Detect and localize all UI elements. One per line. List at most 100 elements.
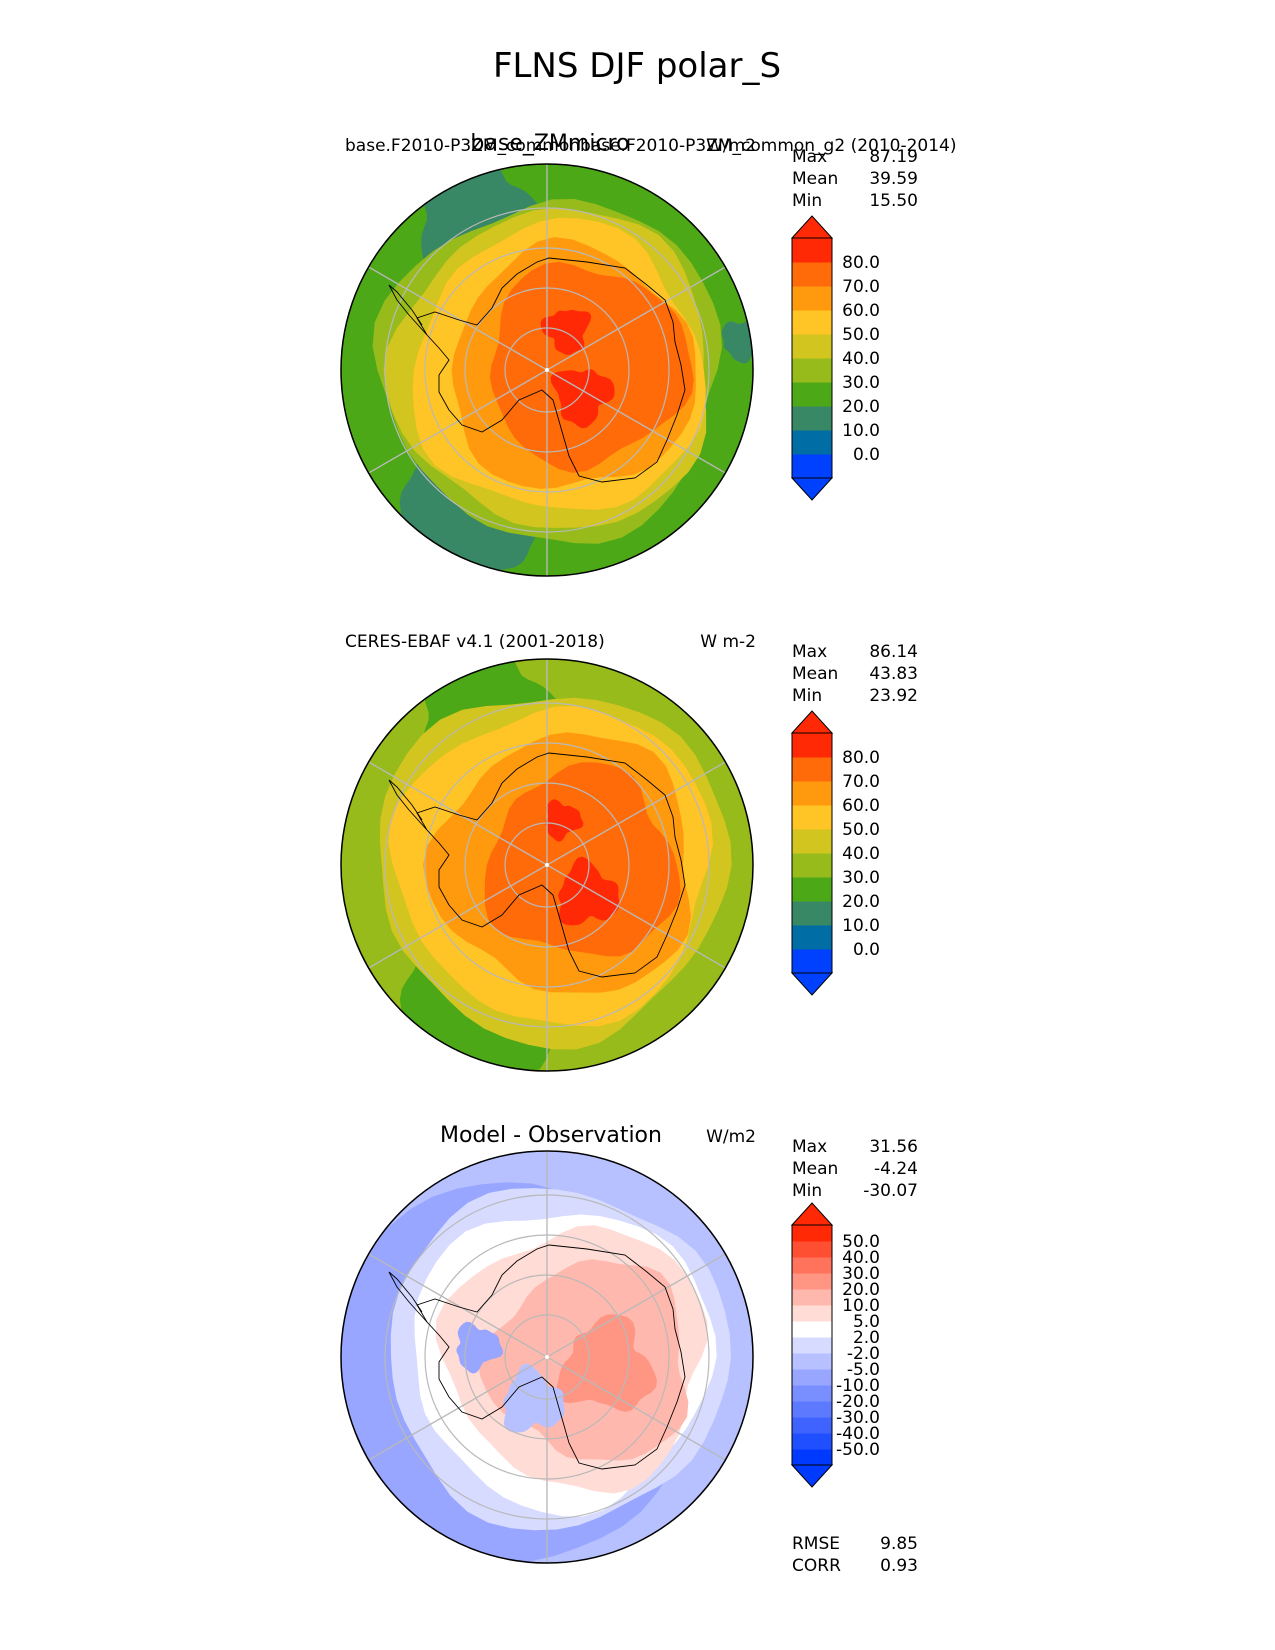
panel-difference-colorbar-swatch-1 [792, 1433, 832, 1450]
panel-difference-contour-6 [556, 1314, 657, 1412]
panel-difference-coastline [416, 1244, 686, 1470]
panel-reference-map [340, 658, 754, 1072]
panel-test: base_ZMmicro base.F2010-P3ZM_commonbase.… [340, 131, 957, 577]
panel-difference-colorbar-swatch-7 [792, 1337, 832, 1354]
panel-reference-left-label: CERES-EBAF v4.1 (2001-2018) [345, 632, 605, 652]
panel-difference-colorbar-extend-min [790, 1464, 834, 1488]
panel-difference-colorbar-swatch-14 [792, 1225, 832, 1242]
panel-test-colorbar-swatch-3 [792, 382, 832, 407]
panel-difference-colorbar-tick-label-1: 40.0 [842, 1248, 880, 1268]
panel-difference-min-value: -30.07 [863, 1181, 918, 1201]
panel-test-colorbar-extend-min [790, 477, 834, 501]
panel-difference-max-value: 31.56 [869, 1137, 918, 1157]
panel-test-field [341, 164, 753, 576]
panel-difference-peninsula-coastline [388, 1271, 428, 1323]
panel-test-meridian-opp-5 [546, 369, 726, 474]
panel-difference-colorbar-tick-label-9: -10.0 [836, 1376, 880, 1396]
panel-difference-colorbar-frame [791, 1224, 833, 1466]
panel-reference-mean-value: 43.83 [869, 664, 918, 684]
panel-difference-colorbar-tick-label-0: 50.0 [842, 1232, 880, 1252]
panel-difference-colorbar-tick-label-10: -20.0 [836, 1392, 880, 1412]
panel-test-colorbar-tick-label-5: 30.0 [842, 373, 880, 393]
panel-test-meridian-opp-4 [546, 266, 726, 371]
panel-difference-corr-value: 0.93 [880, 1556, 918, 1576]
panel-difference-meridian-opp-5 [546, 1356, 726, 1461]
panel-difference-colorbar-tick-label-2: 30.0 [842, 1264, 880, 1284]
panel-reference-peninsula-coastline [388, 779, 428, 831]
panel-test-colorbar-extend-max [790, 215, 834, 239]
panel-difference-colorbar-tick-label-6: 2.0 [853, 1328, 880, 1348]
panel-difference-colorbar-swatch-9 [792, 1305, 832, 1322]
panel-test-colorbar-swatch-2 [792, 406, 832, 431]
panel-test-colorbar-swatch-8 [792, 262, 832, 287]
panel-reference-colorbar-swatch-4 [792, 853, 832, 878]
panel-reference-colorbar-swatch-0 [792, 949, 832, 974]
panel-reference-max-value: 86.14 [869, 642, 918, 662]
figure-title: FLNS DJF polar_S [493, 46, 781, 86]
panel-difference-colorbar-tick-label-13: -50.0 [836, 1440, 880, 1460]
panel-reference-colorbar-tick-label-6: 20.0 [842, 892, 880, 912]
panel-test-colorbar-tick-label-8: 0.0 [853, 445, 880, 465]
panel-reference-min-value: 23.92 [869, 686, 918, 706]
panel-test-colorbar-swatch-6 [792, 310, 832, 335]
panel-difference-rmse-label: RMSE [792, 1534, 840, 1554]
panel-difference-rmse-value: 9.85 [880, 1534, 918, 1554]
panel-reference-mean-label: Mean [792, 664, 838, 684]
panel-test-colorbar-tick-label-6: 20.0 [842, 397, 880, 417]
panel-reference-colorbar-swatch-7 [792, 781, 832, 806]
panel-difference-colorbar: 50.040.030.020.010.05.02.0-2.0-5.0-10.0-… [790, 1202, 880, 1488]
panel-test-peninsula-coastline [388, 284, 428, 336]
panel-reference-colorbar-tick-label-2: 60.0 [842, 796, 880, 816]
panel-reference-map-boundary [340, 658, 754, 1072]
panel-test-colorbar-tick-label-7: 10.0 [842, 421, 880, 441]
panel-difference-corr-label: CORR [792, 1556, 841, 1576]
panel-reference-colorbar-tick-label-5: 30.0 [842, 868, 880, 888]
panel-difference-max-label: Max [792, 1137, 827, 1157]
panel-test-colorbar-swatch-4 [792, 358, 832, 383]
panel-difference-meridian-4 [368, 1356, 548, 1461]
panel-reference-colorbar-swatch-2 [792, 901, 832, 926]
panel-difference-colorbar-swatch-2 [792, 1417, 832, 1434]
panel-test-colorbar-tick-label-2: 60.0 [842, 301, 880, 321]
panel-test-colorbar-swatch-1 [792, 430, 832, 455]
panel-difference-colorbar-extend-max [790, 1202, 834, 1226]
panel-difference-map [340, 1150, 754, 1564]
panel-difference-units: W/m2 [706, 1127, 756, 1147]
panel-test-coastline [416, 257, 686, 483]
panel-reference-colorbar-tick-label-1: 70.0 [842, 772, 880, 792]
panel-reference-colorbar-tick-label-8: 0.0 [853, 940, 880, 960]
panel-reference: CERES-EBAF v4.1 (2001-2018) W m-2 Max 86… [340, 632, 918, 1072]
panel-reference-colorbar: 80.0 70.0 60.0 50.0 40.0 30.0 20.0 10.0 0.0 [790, 710, 880, 996]
panel-test-title: base_ZMmicro [470, 131, 629, 156]
panel-difference-meridian-5 [368, 1253, 548, 1358]
panel-test-colorbar-tick-label-3: 50.0 [842, 325, 880, 345]
panel-difference-colorbar-swatch-11 [792, 1273, 832, 1290]
panel-reference-colorbar-extend-max [790, 710, 834, 734]
panel-difference-pole-marker [545, 1355, 549, 1359]
panel-reference-field [341, 659, 753, 1071]
panel-difference-colorbar-swatch-12 [792, 1257, 832, 1274]
panel-reference-colorbar-swatch-6 [792, 805, 832, 830]
panel-reference-max-label: Max [792, 642, 827, 662]
panel-test-meridian-4 [368, 369, 548, 474]
panel-test-max-value: 87.19 [869, 147, 918, 167]
panel-difference-field [341, 1151, 753, 1563]
panel-difference: Model - Observation W/m2 Max 31.56 Mean … [340, 1123, 918, 1576]
panel-reference-colorbar-swatch-1 [792, 925, 832, 950]
panel-difference-colorbar-swatch-5 [792, 1369, 832, 1386]
panel-test-units: W/m2 [706, 136, 756, 156]
panel-difference-colorbar-tick-label-12: -40.0 [836, 1424, 880, 1444]
panel-test-colorbar-swatch-9 [792, 238, 832, 263]
panel-test-mean-value: 39.59 [869, 169, 918, 189]
panel-test-pole-marker [545, 368, 549, 372]
panel-reference-meridian-opp-5 [546, 864, 726, 969]
panel-test-min-label: Min [792, 191, 822, 211]
panel-test-contour-9 [550, 369, 615, 429]
panel-difference-colorbar-swatch-13 [792, 1241, 832, 1258]
panel-reference-contour-7 [558, 856, 620, 926]
panel-reference-colorbar-extend-min [790, 972, 834, 996]
panel-reference-colorbar-tick-label-4: 40.0 [842, 844, 880, 864]
panel-reference-meridian-4 [368, 864, 548, 969]
panel-difference-colorbar-swatch-0 [792, 1449, 832, 1466]
